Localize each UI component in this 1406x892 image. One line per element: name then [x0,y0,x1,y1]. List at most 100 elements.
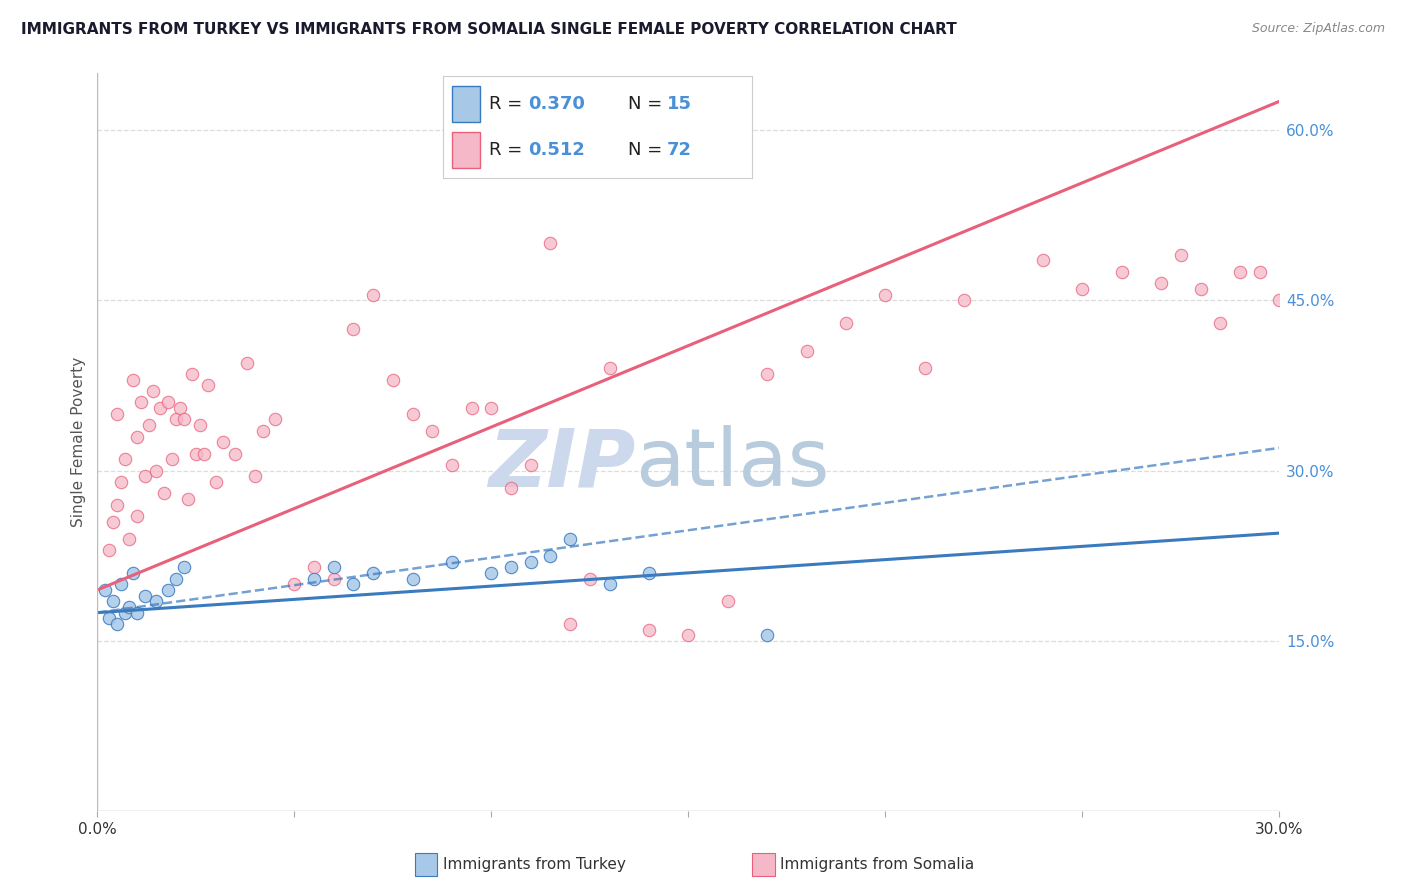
Point [145,594,167,608]
Point [138,418,160,433]
Point [134,469,156,483]
Text: N =: N = [628,95,668,112]
Point [796,344,818,359]
Point [914,361,936,376]
Point [1288,248,1310,262]
Point [1170,248,1192,262]
Point [560,617,582,632]
Point [381,373,404,387]
Y-axis label: Single Female Poverty: Single Female Poverty [72,357,86,527]
Point [283,577,305,591]
Text: 72: 72 [668,141,692,159]
Point [134,589,156,603]
Point [141,384,163,398]
Point [98,611,121,625]
Text: R =: R = [489,141,529,159]
Point [342,321,364,335]
Point [177,491,200,506]
Point [1189,282,1212,296]
Text: R =: R = [489,95,529,112]
Point [1150,276,1173,290]
Point [342,577,364,591]
Point [401,407,423,421]
Point [756,628,779,642]
Point [420,424,443,438]
Text: N =: N = [628,141,668,159]
Point [101,515,124,529]
Point [110,577,132,591]
Point [638,566,661,580]
Point [440,554,463,568]
Point [638,623,661,637]
Point [125,509,148,524]
Point [157,395,180,409]
Point [519,554,541,568]
Point [110,475,132,489]
Point [361,566,384,580]
Point [302,560,325,574]
Point [953,293,976,308]
Point [678,628,700,642]
Point [129,395,152,409]
Text: 0.370: 0.370 [529,95,585,112]
Point [118,599,141,614]
Text: 0.512: 0.512 [529,141,585,159]
Point [538,549,561,563]
Point [1249,265,1271,279]
Point [98,543,121,558]
Point [440,458,463,472]
Point [1032,253,1054,268]
Point [105,407,128,421]
Point [479,401,502,416]
Point [252,424,274,438]
Point [243,469,266,483]
Point [212,435,235,450]
Point [188,418,211,433]
Point [875,287,897,301]
Point [322,560,344,574]
Point [224,446,246,460]
Text: Immigrants from Somalia: Immigrants from Somalia [780,857,974,871]
Point [105,498,128,512]
Point [1111,265,1133,279]
Point [236,356,259,370]
Text: Source: ZipAtlas.com: Source: ZipAtlas.com [1251,22,1385,36]
Point [717,594,740,608]
Point [499,560,522,574]
Point [479,566,502,580]
Point [173,412,195,426]
Point [118,532,141,546]
Point [1071,282,1094,296]
Point [579,572,602,586]
Point [153,486,176,500]
FancyBboxPatch shape [453,87,479,122]
Point [114,606,136,620]
Point [94,582,117,597]
Point [1229,265,1251,279]
Point [157,582,180,597]
Point [560,532,582,546]
Point [197,378,219,392]
Point [180,367,202,381]
Point [835,316,858,330]
Point [756,367,779,381]
Point [599,361,621,376]
Point [499,481,522,495]
Point [125,429,148,443]
Point [361,287,384,301]
Point [114,452,136,467]
Point [1268,293,1291,308]
Point [401,572,423,586]
Point [184,446,207,460]
Point [173,560,195,574]
Point [204,475,226,489]
Point [460,401,482,416]
Point [193,446,215,460]
Point [165,412,187,426]
Text: atlas: atlas [636,425,830,503]
Point [160,452,183,467]
Point [105,617,128,632]
Point [169,401,191,416]
Text: ZIP: ZIP [488,425,636,503]
Point [125,606,148,620]
